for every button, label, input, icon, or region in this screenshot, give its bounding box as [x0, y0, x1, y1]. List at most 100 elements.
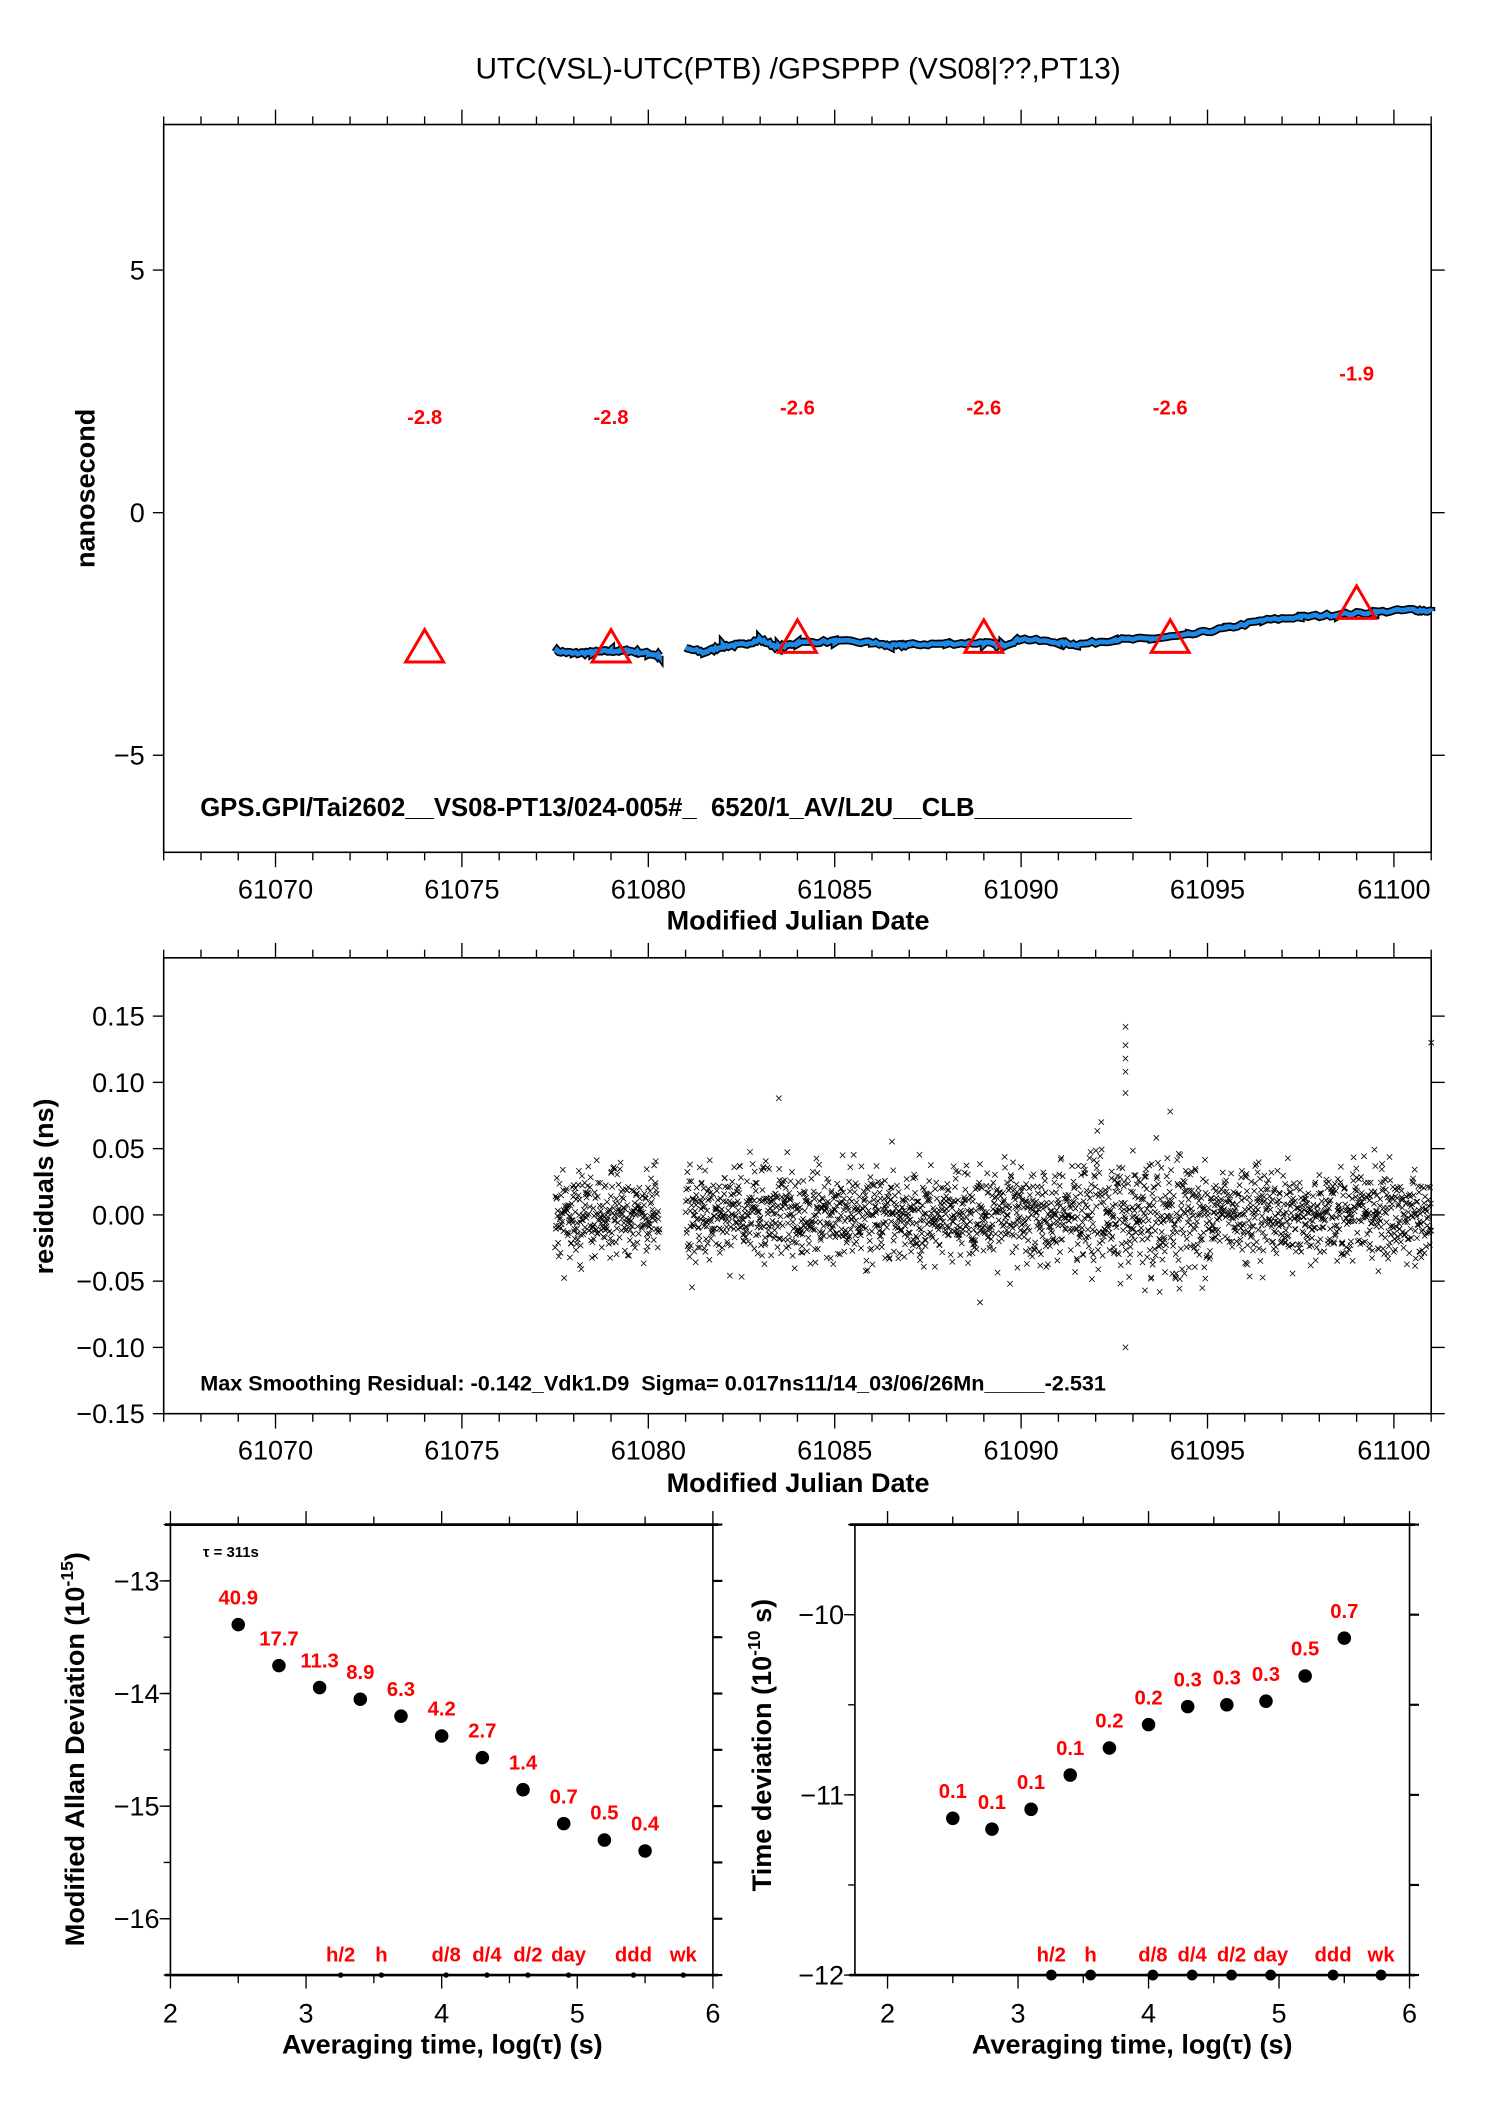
residual-point	[944, 1181, 951, 1188]
residual-point	[703, 1223, 710, 1230]
residual-point	[792, 1231, 799, 1238]
y-tick-label: −12	[798, 1961, 844, 1991]
residual-point	[861, 1197, 868, 1204]
residual-point	[1316, 1172, 1323, 1179]
residual-point	[785, 1243, 792, 1250]
residual-point	[1302, 1221, 1309, 1228]
residual-point	[950, 1163, 957, 1170]
residual-point	[1147, 1275, 1154, 1282]
marker-value-label: -2.6	[1153, 397, 1188, 419]
residual-point	[645, 1184, 652, 1191]
residual-point	[1195, 1185, 1202, 1192]
residual-point	[1239, 1211, 1246, 1218]
residual-point	[1006, 1205, 1013, 1212]
residual-point	[1187, 1243, 1194, 1250]
residual-point	[963, 1213, 970, 1220]
residual-point	[1129, 1147, 1136, 1154]
time-marker-label: d/8	[1138, 1945, 1167, 1967]
residual-point	[571, 1225, 578, 1232]
residual-point	[1350, 1154, 1357, 1161]
residual-point	[773, 1210, 780, 1217]
residual-point	[792, 1183, 799, 1190]
residual-point	[1055, 1200, 1062, 1207]
residual-point	[1414, 1235, 1421, 1242]
residual-point	[949, 1258, 956, 1265]
residual-point	[1354, 1229, 1361, 1236]
residual-point	[1426, 1203, 1433, 1210]
residual-point	[1236, 1240, 1243, 1247]
residual-point	[719, 1244, 726, 1251]
residual-point	[945, 1231, 952, 1238]
residual-point	[1360, 1195, 1367, 1202]
y-tick-label: −0.15	[76, 1399, 144, 1429]
residual-point	[1314, 1203, 1321, 1210]
residual-point	[686, 1253, 693, 1260]
residual-point	[1158, 1229, 1165, 1236]
residuals-plot-xlabel: Modified Julian Date	[667, 1468, 930, 1498]
deviation-value-label: 0.5	[590, 1803, 618, 1825]
residual-point	[1244, 1261, 1251, 1268]
residual-point	[578, 1216, 585, 1223]
residual-point	[826, 1233, 833, 1240]
residual-point	[847, 1164, 854, 1171]
residual-point	[604, 1216, 611, 1223]
residual-point	[784, 1220, 791, 1227]
residual-point	[582, 1202, 589, 1209]
residual-point	[631, 1244, 638, 1251]
residual-point	[770, 1197, 777, 1204]
residual-point	[1059, 1173, 1066, 1180]
residual-point	[997, 1230, 1004, 1237]
residual-point	[1160, 1218, 1167, 1225]
y-tick-label: −5	[114, 741, 145, 771]
residual-point	[814, 1169, 821, 1176]
residual-point	[618, 1194, 625, 1201]
residual-point	[912, 1189, 919, 1196]
residual-point	[1033, 1198, 1040, 1205]
residual-point	[804, 1248, 811, 1255]
residual-point	[1235, 1190, 1242, 1197]
residual-point	[873, 1209, 880, 1216]
residual-point	[1244, 1242, 1251, 1249]
residual-point	[1062, 1192, 1069, 1199]
time-marker-dot	[1375, 1969, 1387, 1981]
residual-point	[1053, 1189, 1059, 1196]
residual-point	[808, 1175, 815, 1182]
residual-point	[1264, 1237, 1271, 1244]
residual-point	[1018, 1164, 1025, 1171]
residual-point	[890, 1167, 897, 1174]
residual-point	[923, 1192, 930, 1199]
residual-point	[983, 1209, 990, 1216]
residual-point	[727, 1183, 734, 1190]
phase-plot-frame	[162, 123, 1432, 854]
residual-point	[1406, 1250, 1413, 1257]
residual-point	[562, 1188, 569, 1194]
residual-point	[972, 1237, 979, 1244]
residual-point	[902, 1223, 909, 1230]
residual-point	[1189, 1209, 1196, 1216]
residual-point	[1308, 1208, 1314, 1215]
residual-point	[1221, 1206, 1228, 1213]
residual-point	[799, 1243, 806, 1250]
residual-point	[734, 1198, 741, 1205]
residual-point	[686, 1161, 693, 1168]
residual-point	[798, 1227, 805, 1234]
residual-point	[832, 1234, 839, 1241]
residual-point	[1012, 1196, 1019, 1203]
residual-point	[1212, 1188, 1219, 1195]
residual-point	[1241, 1195, 1248, 1202]
residual-point	[1253, 1239, 1260, 1246]
residual-point	[1172, 1251, 1179, 1258]
residual-point	[988, 1236, 995, 1243]
deviation-value-label: 0.7	[550, 1786, 578, 1808]
residual-point	[1286, 1183, 1293, 1190]
residual-point	[1229, 1243, 1236, 1250]
residual-point	[568, 1240, 575, 1247]
residual-point	[837, 1212, 844, 1219]
residual-point	[998, 1200, 1005, 1206]
residual-point	[759, 1252, 766, 1259]
time-marker-dot	[378, 1972, 385, 1978]
residual-point	[726, 1198, 733, 1205]
residual-point	[1221, 1182, 1228, 1189]
deviation-value-label: 8.9	[346, 1662, 374, 1684]
residual-point	[1038, 1227, 1045, 1234]
